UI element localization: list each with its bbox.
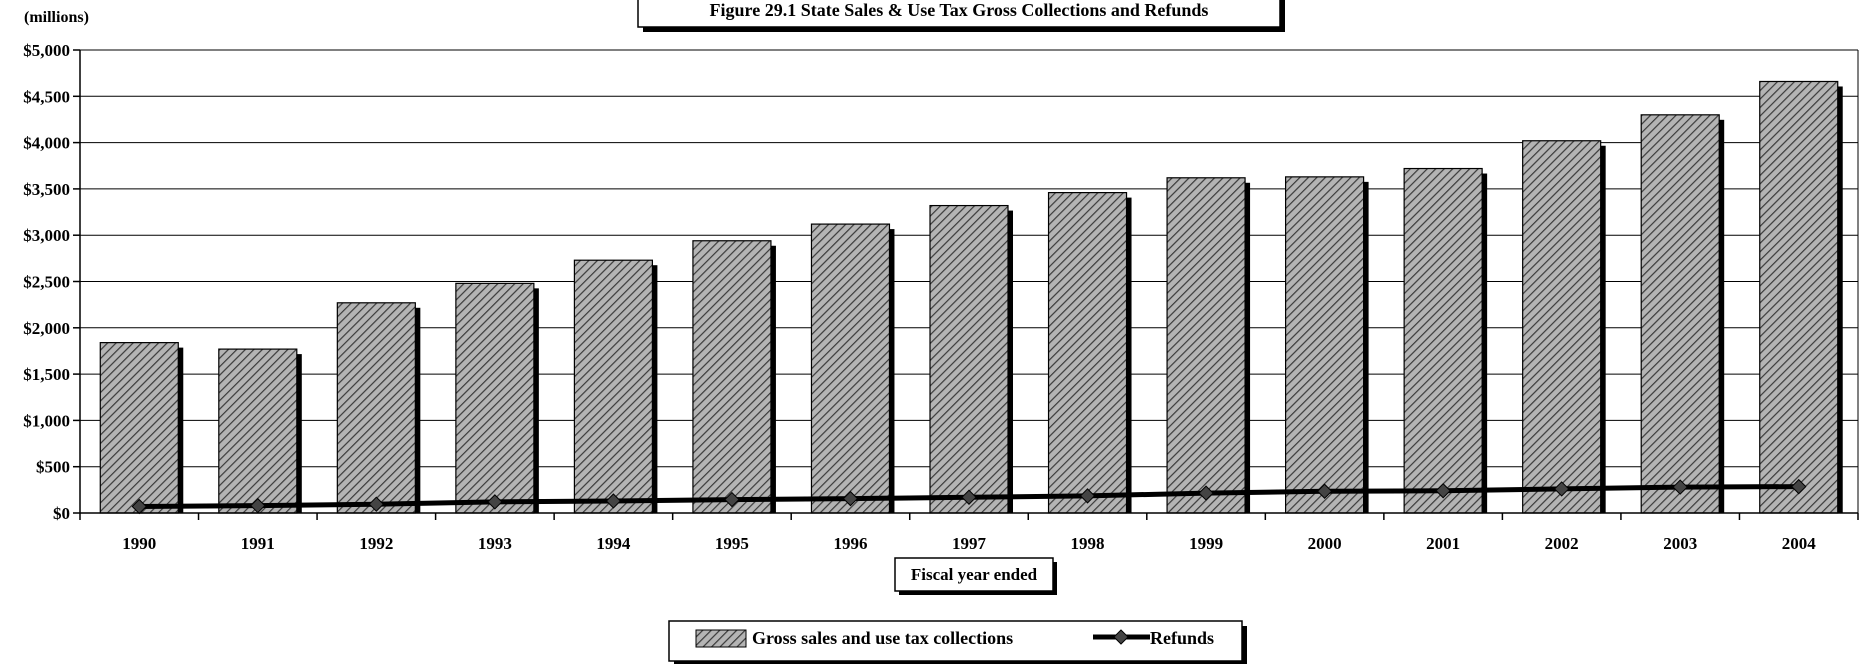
legend-swatch-collections bbox=[695, 629, 747, 648]
bar bbox=[1759, 80, 1839, 514]
y-tick-label: $4,000 bbox=[23, 134, 70, 153]
x-tick-label: 2004 bbox=[1782, 534, 1817, 553]
refunds-marker bbox=[724, 491, 740, 508]
bars bbox=[99, 80, 1843, 514]
chart-title-box: Figure 29.1 State Sales & Use Tax Gross … bbox=[637, 0, 1285, 32]
y-tick-label: $1,500 bbox=[23, 365, 70, 384]
y-tick-label: $2,500 bbox=[23, 273, 70, 292]
x-tick-label: 1999 bbox=[1189, 534, 1223, 553]
bar bbox=[336, 302, 416, 514]
bar bbox=[929, 204, 1009, 514]
refunds-marker bbox=[1553, 481, 1570, 497]
bar bbox=[1047, 192, 1128, 514]
y-tick-label: $3,000 bbox=[23, 226, 70, 245]
bar bbox=[692, 240, 772, 514]
x-tick-label: 1992 bbox=[359, 534, 393, 553]
y-tick-label: $0 bbox=[53, 504, 70, 523]
y-tick-label: $3,500 bbox=[23, 180, 70, 199]
refunds-marker bbox=[842, 490, 859, 507]
x-tick-label: 1991 bbox=[241, 534, 275, 553]
x-tick-label: 1998 bbox=[1071, 534, 1105, 553]
bar bbox=[1284, 176, 1365, 514]
refunds-marker bbox=[487, 494, 503, 510]
bar bbox=[1403, 167, 1483, 514]
x-tick-label: 1993 bbox=[478, 534, 512, 553]
x-tick-label: 1990 bbox=[122, 534, 156, 553]
x-axis-title-box: Fiscal year ended bbox=[894, 557, 1057, 595]
refunds-marker bbox=[1435, 483, 1451, 499]
x-tick-label: 1996 bbox=[833, 534, 867, 553]
refunds-marker bbox=[1198, 485, 1214, 501]
legend: Gross sales and use tax collections Refu… bbox=[668, 620, 1247, 664]
refunds-marker bbox=[1791, 478, 1807, 495]
bar bbox=[810, 223, 891, 514]
x-tick-label: 1995 bbox=[715, 534, 749, 553]
bar bbox=[218, 348, 298, 514]
bar bbox=[1522, 140, 1602, 514]
x-tick-label: 2000 bbox=[1308, 534, 1342, 553]
legend-label-refunds: Refunds bbox=[1150, 628, 1214, 648]
y-tick-label: $500 bbox=[36, 458, 70, 477]
refunds-marker bbox=[368, 496, 385, 512]
legend-label-collections: Gross sales and use tax collections bbox=[752, 628, 1013, 648]
bar bbox=[455, 282, 535, 514]
bar bbox=[573, 259, 654, 514]
bar bbox=[1166, 177, 1246, 514]
refunds-marker bbox=[1079, 488, 1096, 504]
y-tick-label: $2,000 bbox=[23, 319, 70, 338]
x-tick-label: 2001 bbox=[1426, 534, 1460, 553]
refunds-marker bbox=[1672, 479, 1688, 495]
refunds-marker bbox=[605, 493, 622, 509]
refunds-line-group bbox=[131, 478, 1807, 515]
y-tick-label: $4,500 bbox=[23, 87, 70, 106]
x-tick-label: 2002 bbox=[1545, 534, 1579, 553]
x-tick-label: 1997 bbox=[952, 534, 987, 553]
y-axis: $0 $500 $1,000 $1,500 $2,000 $2,500 $3,000 $3,5… bbox=[23, 41, 1859, 523]
y-tick-label: $1,000 bbox=[23, 411, 70, 430]
legend-swatch-refunds-marker bbox=[1113, 629, 1129, 645]
chart-title: Figure 29.1 State Sales & Use Tax Gross … bbox=[710, 0, 1209, 20]
x-axis: 1990 1991 1992 1993 1994 1995 1996 1997 1998 1999… bbox=[79, 512, 1859, 553]
bar bbox=[99, 342, 179, 514]
refunds-marker bbox=[961, 489, 977, 505]
y-tick-label: $5,000 bbox=[23, 41, 70, 60]
x-tick-label: 2003 bbox=[1663, 534, 1697, 553]
y-axis-label: (millions) bbox=[24, 9, 89, 26]
x-axis-title: Fiscal year ended bbox=[911, 565, 1038, 584]
refunds-marker bbox=[1316, 483, 1333, 499]
bar bbox=[1640, 114, 1720, 514]
x-tick-label: 1994 bbox=[596, 534, 631, 553]
